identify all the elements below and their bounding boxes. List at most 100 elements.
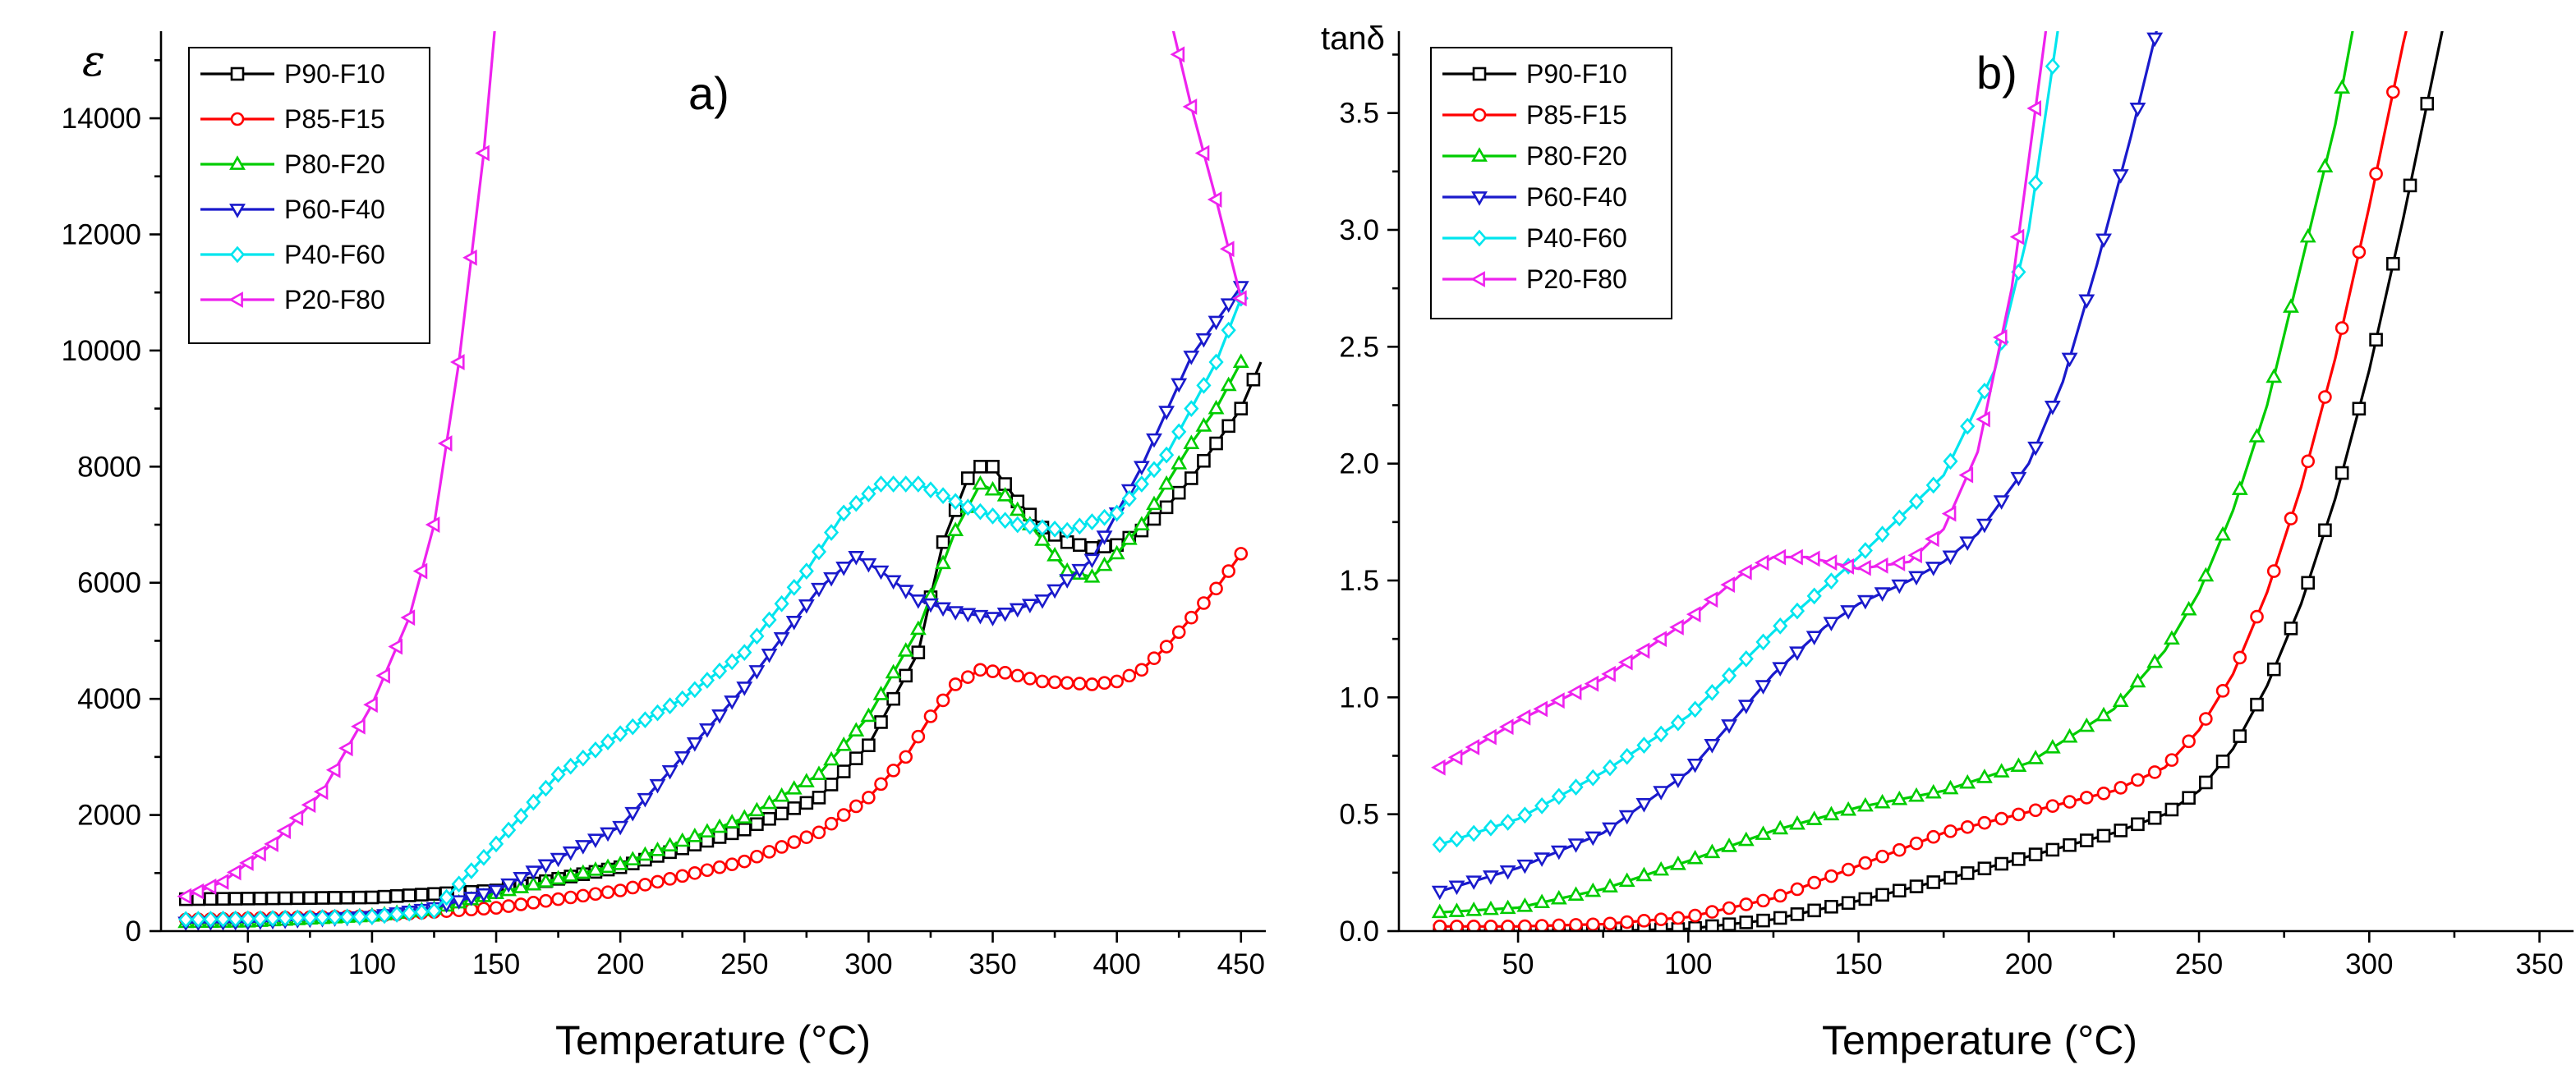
data-point bbox=[1159, 640, 1174, 654]
data-point bbox=[2012, 807, 2026, 822]
data-point bbox=[1635, 866, 1653, 882]
data-point bbox=[686, 828, 703, 842]
data-point bbox=[1034, 519, 1051, 536]
legend-label: P40-F60 bbox=[1526, 223, 1627, 253]
data-point bbox=[1195, 333, 1212, 348]
data-point bbox=[251, 845, 266, 862]
data-point bbox=[1788, 548, 1803, 566]
data-point bbox=[661, 764, 678, 780]
data-point bbox=[1925, 783, 1942, 799]
data-point bbox=[922, 481, 939, 498]
data-point bbox=[476, 848, 491, 866]
data-point bbox=[961, 670, 975, 684]
data-point bbox=[649, 842, 666, 856]
data-point bbox=[1482, 900, 1499, 916]
legend-marker bbox=[1470, 271, 1485, 287]
data-point bbox=[1755, 680, 1772, 695]
data-point bbox=[550, 870, 567, 885]
data-point bbox=[612, 855, 629, 870]
data-point bbox=[1431, 885, 1448, 901]
data-point bbox=[2146, 653, 2164, 668]
data-point bbox=[1516, 859, 1534, 874]
data-point bbox=[1171, 378, 1188, 393]
data-point bbox=[860, 558, 877, 573]
data-point bbox=[1908, 493, 1925, 511]
data-point bbox=[1083, 553, 1101, 569]
legend-label: P90-F10 bbox=[284, 59, 385, 89]
data-point bbox=[1073, 677, 1087, 691]
legend-frame bbox=[188, 47, 430, 344]
data-point bbox=[1926, 875, 1941, 889]
data-point bbox=[824, 778, 839, 792]
data-point bbox=[340, 890, 354, 905]
data-point bbox=[1977, 815, 1992, 830]
data-point bbox=[290, 891, 305, 906]
data-point bbox=[1534, 797, 1550, 815]
data-point bbox=[514, 7, 526, 20]
data-point bbox=[2233, 650, 2247, 665]
data-point bbox=[661, 837, 678, 851]
data-point bbox=[785, 615, 803, 631]
data-point bbox=[2164, 753, 2179, 767]
data-point bbox=[948, 493, 964, 511]
legend-entry-p40-f60: P40-F60 bbox=[200, 240, 385, 269]
data-point bbox=[2386, 85, 2400, 99]
data-point bbox=[538, 779, 554, 797]
data-point bbox=[860, 707, 877, 723]
data-point bbox=[1960, 819, 1975, 834]
data-point bbox=[402, 904, 417, 922]
data-point bbox=[947, 606, 964, 621]
data-point bbox=[1449, 830, 1465, 848]
data-point bbox=[1159, 446, 1175, 464]
data-point bbox=[1220, 298, 1237, 314]
data-point bbox=[1856, 559, 1871, 576]
data-point bbox=[750, 849, 764, 864]
data-point bbox=[1197, 453, 1211, 468]
data-point bbox=[1669, 856, 1686, 870]
data-point bbox=[2063, 795, 2077, 809]
data-point bbox=[1892, 509, 1907, 527]
data-point bbox=[1035, 674, 1050, 689]
data-point bbox=[1875, 888, 1889, 902]
data-point bbox=[699, 823, 715, 837]
data-point bbox=[2095, 233, 2112, 249]
data-point bbox=[2199, 775, 2213, 790]
data-point bbox=[2215, 684, 2230, 698]
data-point bbox=[712, 860, 727, 874]
data-point bbox=[1060, 676, 1074, 691]
data-point bbox=[1993, 763, 2010, 778]
data-point bbox=[2284, 622, 2298, 636]
data-point bbox=[812, 825, 826, 840]
data-point bbox=[911, 645, 926, 659]
data-point bbox=[252, 910, 268, 928]
data-point bbox=[177, 888, 192, 905]
data-point bbox=[1807, 875, 1821, 890]
data-point bbox=[1652, 631, 1668, 648]
data-point bbox=[1705, 919, 1719, 931]
data-point bbox=[2283, 298, 2299, 313]
legend-marker bbox=[1471, 229, 1488, 247]
panel-b-x-tick-label: 150 bbox=[1834, 948, 1882, 980]
legend-frame bbox=[1430, 47, 1672, 319]
data-point bbox=[377, 889, 392, 904]
data-point bbox=[775, 806, 789, 821]
data-point bbox=[587, 741, 604, 759]
data-point bbox=[1432, 836, 1447, 854]
data-point bbox=[1096, 556, 1113, 571]
data-point bbox=[1465, 902, 1483, 916]
panel-a: 50 100 150 200 250 300 350 400 450 0 2000 4000 6000 8… bbox=[62, 7, 1266, 1063]
data-point bbox=[302, 909, 318, 927]
data-point bbox=[688, 865, 702, 880]
data-point bbox=[1072, 517, 1088, 535]
data-point bbox=[1585, 831, 1602, 847]
data-point bbox=[761, 649, 778, 663]
data-point bbox=[1618, 654, 1633, 671]
data-point bbox=[1721, 667, 1737, 685]
data-point bbox=[2146, 32, 2164, 48]
data-point bbox=[798, 773, 815, 787]
data-point bbox=[2369, 167, 2383, 181]
data-point bbox=[513, 872, 530, 887]
data-point bbox=[750, 817, 764, 832]
legend-label: P60-F40 bbox=[1526, 182, 1627, 212]
data-point bbox=[2026, 100, 2042, 117]
